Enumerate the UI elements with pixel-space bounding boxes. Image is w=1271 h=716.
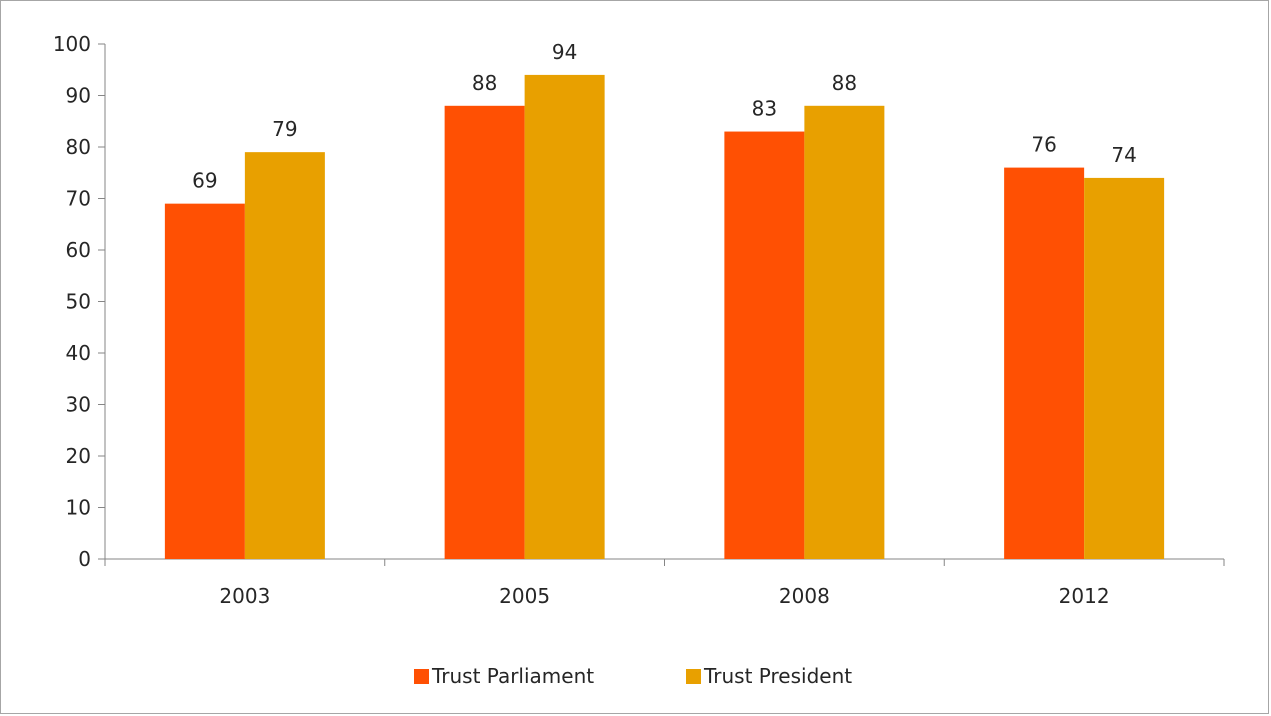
y-tick-label: 60: [66, 238, 91, 262]
data-labels: 69 79 88 94 83 88 76 74: [192, 40, 1137, 193]
legend-swatch: [686, 669, 701, 684]
bars: [164, 74, 1165, 560]
y-tick-label: 80: [66, 135, 91, 159]
bar: [1004, 167, 1085, 559]
y-tick-label: 40: [66, 341, 91, 365]
legend: Trust Parliament Trust President: [414, 664, 852, 688]
data-label: 79: [272, 117, 297, 141]
bar: [804, 105, 885, 560]
y-tick-label: 90: [66, 84, 91, 108]
bar: [524, 74, 605, 560]
legend-swatch: [414, 669, 429, 684]
y-axis: 0 10 20 30 40 50 60 70 80 90 100: [53, 32, 106, 571]
x-tick-label: 2005: [499, 584, 550, 608]
bar: [724, 131, 805, 560]
y-tick-label: 100: [53, 32, 91, 56]
bar: [444, 105, 525, 560]
data-label: 76: [1031, 133, 1056, 157]
bar: [1084, 177, 1165, 559]
bar: [164, 203, 245, 559]
x-tick-label: 2003: [219, 584, 270, 608]
y-tick-label: 30: [66, 393, 91, 417]
x-tick-label: 2008: [779, 584, 830, 608]
data-label: 74: [1111, 143, 1136, 167]
x-axis: 2003 2005 2008 2012: [104, 558, 1225, 608]
y-tick-label: 70: [66, 187, 91, 211]
y-tick-label: 50: [66, 290, 91, 314]
data-label: 94: [552, 40, 577, 64]
y-tick-label: 20: [66, 444, 91, 468]
data-label: 83: [752, 97, 777, 121]
legend-label: Trust President: [703, 664, 852, 688]
x-tick-label: 2012: [1059, 584, 1110, 608]
data-label: 88: [832, 71, 857, 95]
y-tick-label: 10: [66, 496, 91, 520]
legend-label: Trust Parliament: [431, 664, 594, 688]
bar: [244, 152, 325, 559]
data-label: 69: [192, 169, 217, 193]
y-tick-label: 0: [78, 547, 91, 571]
data-label: 88: [472, 71, 497, 95]
